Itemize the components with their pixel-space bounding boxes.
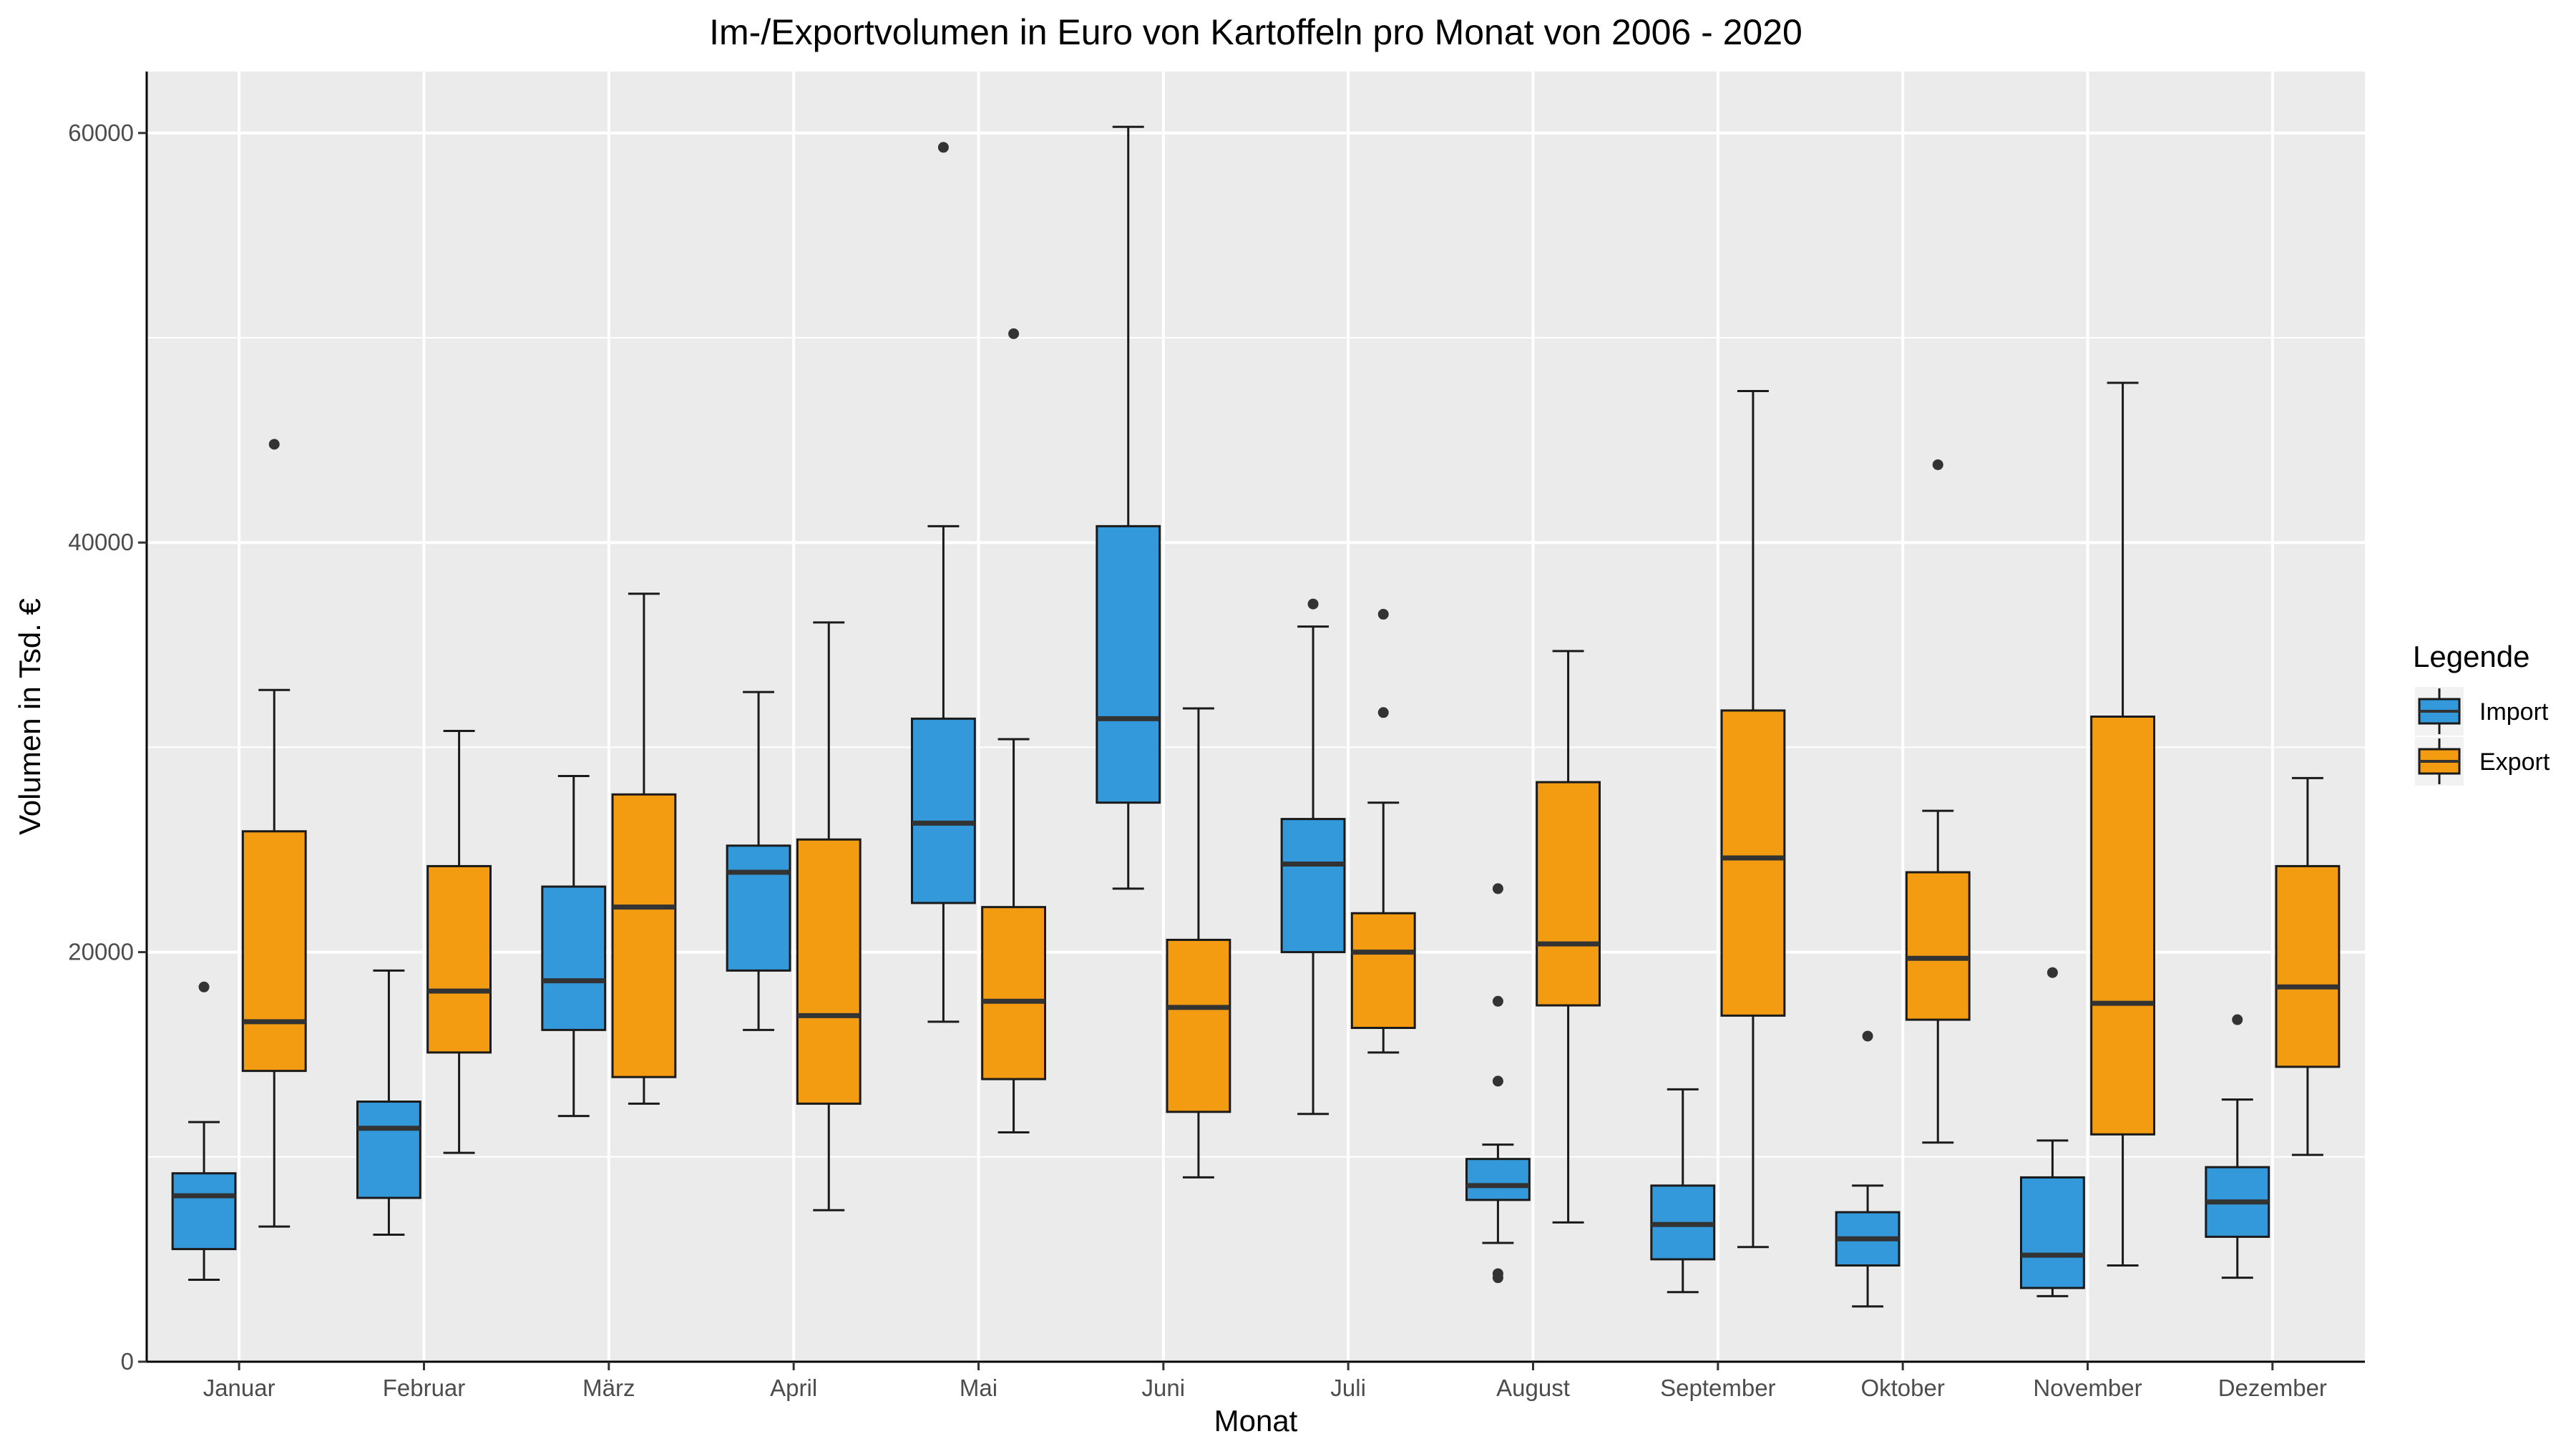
box-export-9 xyxy=(1905,459,1971,1144)
outlier-point xyxy=(1862,1030,1873,1042)
box-iqr xyxy=(726,844,791,972)
outlier-point xyxy=(2046,967,2058,978)
legend-title: Legende xyxy=(2413,640,2530,673)
box-iqr xyxy=(241,830,307,1073)
y-tick-label: 40000 xyxy=(68,529,134,555)
outlier-point xyxy=(268,439,280,450)
x-axis-title: Monat xyxy=(1214,1404,1298,1438)
outlier-point xyxy=(1008,328,1020,339)
box-export-7 xyxy=(1536,650,1601,1224)
gridlines xyxy=(147,72,2365,1363)
box-export-11 xyxy=(2275,776,2341,1156)
box-iqr xyxy=(171,1172,237,1251)
y-tick-label: 20000 xyxy=(68,939,134,965)
y-axis-ticks: 0 20000 40000 60000 xyxy=(68,119,147,1375)
x-tick-label: Dezember xyxy=(2218,1375,2327,1401)
box-export-3 xyxy=(796,621,862,1211)
legend-item-import: Import xyxy=(2415,687,2549,736)
outlier-point xyxy=(1932,459,1943,470)
y-axis-title: Volumen in Tsd. € xyxy=(13,598,47,835)
box-iqr xyxy=(1350,912,1416,1030)
box-export-5 xyxy=(1166,707,1231,1179)
legend-label: Export xyxy=(2479,748,2550,776)
box-iqr xyxy=(1166,938,1231,1113)
box-iqr xyxy=(1720,709,1786,1017)
box-import-7 xyxy=(1465,883,1531,1284)
box-export-2 xyxy=(611,592,677,1105)
box-import-9 xyxy=(1835,1030,1901,1308)
box-iqr xyxy=(796,838,862,1105)
legend-label: Import xyxy=(2479,698,2549,726)
box-iqr xyxy=(911,717,976,904)
box-iqr xyxy=(981,906,1046,1080)
box-import-2 xyxy=(541,774,607,1118)
x-tick-label: November xyxy=(2033,1375,2142,1401)
boxes xyxy=(171,125,2341,1308)
legend: Legende Import Export xyxy=(2413,640,2550,786)
box-import-10 xyxy=(2020,967,2085,1297)
plot-panel xyxy=(147,72,2365,1362)
outlier-point xyxy=(1492,995,1503,1007)
box-iqr xyxy=(2275,864,2341,1068)
x-tick-label: Februar xyxy=(383,1375,466,1401)
outlier-point xyxy=(1377,707,1389,718)
box-iqr xyxy=(1536,781,1601,1007)
x-axis-ticks: Januar Februar März April Mai Juni Juli August S… xyxy=(203,1362,2327,1401)
axes xyxy=(145,72,2365,1363)
box-export-0 xyxy=(241,439,307,1228)
box-export-6 xyxy=(1350,608,1416,1054)
legend-item-export: Export xyxy=(2415,737,2550,786)
box-import-0 xyxy=(171,981,237,1282)
x-tick-label: März xyxy=(582,1375,635,1401)
y-tick-label: 60000 xyxy=(68,119,134,146)
box-iqr xyxy=(426,864,492,1054)
x-tick-label: September xyxy=(1660,1375,1775,1401)
box-import-8 xyxy=(1650,1088,1716,1294)
x-tick-label: August xyxy=(1496,1375,1570,1401)
outlier-point xyxy=(937,142,949,153)
box-iqr xyxy=(2090,716,2156,1136)
box-import-5 xyxy=(1096,125,1161,890)
outlier-point xyxy=(1492,883,1503,894)
box-iqr xyxy=(541,885,607,1031)
box-import-4 xyxy=(911,142,976,1023)
box-export-4 xyxy=(981,328,1046,1133)
x-tick-label: Juli xyxy=(1330,1375,1366,1401)
x-tick-label: Juni xyxy=(1142,1375,1186,1401)
outlier-point xyxy=(1377,608,1389,620)
outlier-point xyxy=(2232,1014,2243,1025)
outlier-point xyxy=(1492,1075,1503,1087)
chart-title: Im-/Exportvolumen in Euro von Kartoffeln… xyxy=(709,12,1802,52)
box-iqr xyxy=(1905,871,1971,1021)
box-import-1 xyxy=(356,969,421,1236)
y-tick-label: 0 xyxy=(121,1348,134,1375)
outlier-point xyxy=(1307,598,1319,610)
x-tick-label: Mai xyxy=(960,1375,997,1401)
box-iqr xyxy=(611,793,677,1078)
box-iqr xyxy=(1465,1158,1531,1201)
x-tick-label: April xyxy=(770,1375,817,1401)
box-import-3 xyxy=(726,691,791,1031)
box-export-10 xyxy=(2090,381,2156,1267)
x-tick-label: Oktober xyxy=(1860,1375,1944,1401)
box-export-1 xyxy=(426,730,492,1154)
box-iqr xyxy=(2020,1176,2085,1289)
box-iqr xyxy=(356,1101,421,1199)
box-import-11 xyxy=(2205,1014,2270,1279)
outlier-point xyxy=(1492,1272,1503,1284)
x-tick-label: Januar xyxy=(203,1375,275,1401)
box-iqr xyxy=(1280,818,1346,954)
box-import-6 xyxy=(1280,598,1346,1116)
outlier-point xyxy=(198,981,210,992)
box-iqr xyxy=(1096,525,1161,804)
box-export-8 xyxy=(1720,389,1786,1249)
